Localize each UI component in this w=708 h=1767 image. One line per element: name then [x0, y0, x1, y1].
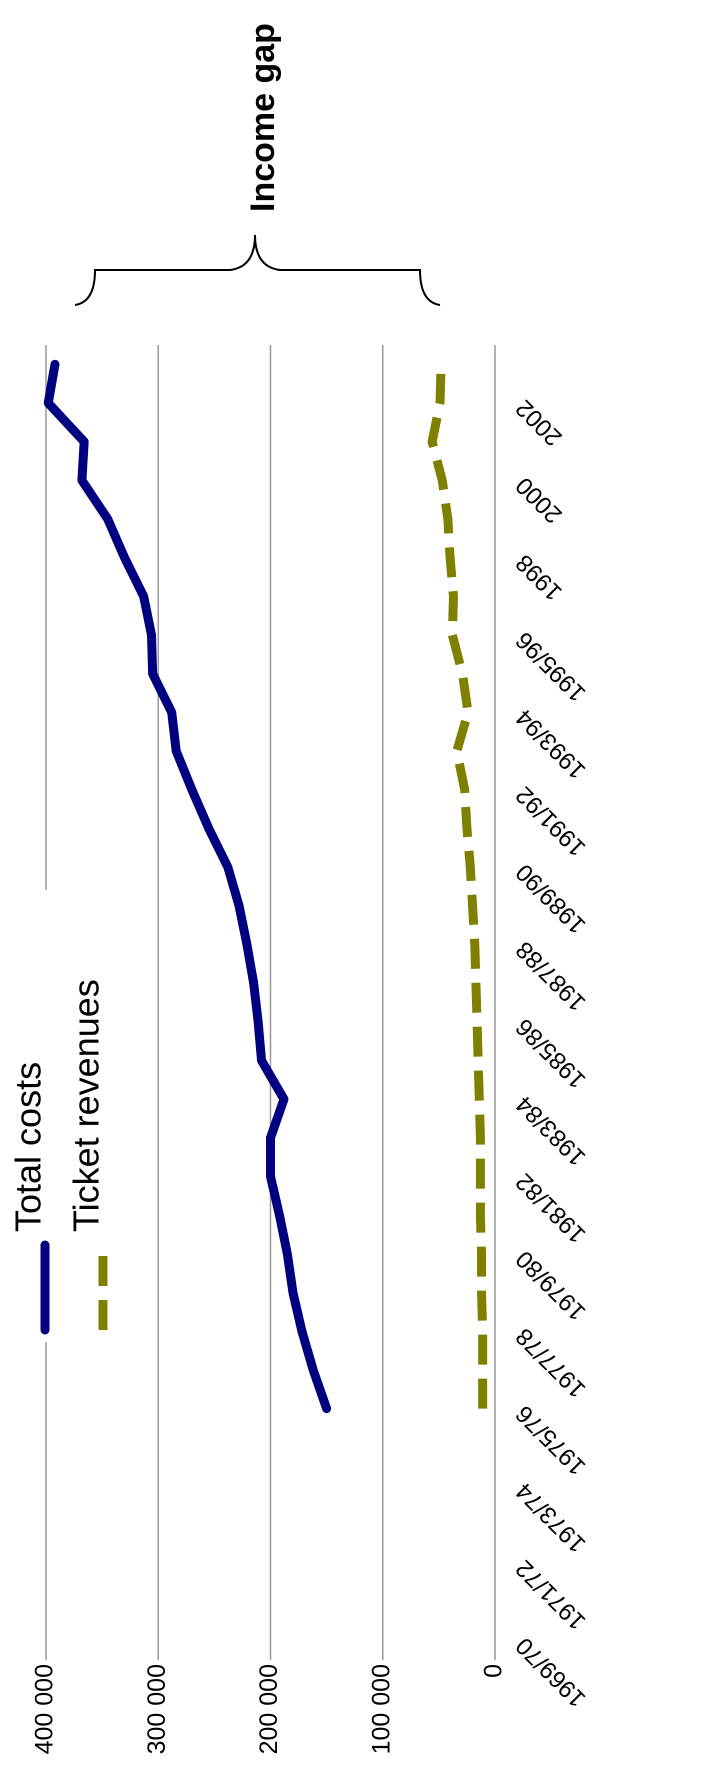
- y-tick-label: 200 000: [255, 1664, 283, 1754]
- x-tick-label: 1995/96: [511, 626, 591, 706]
- x-tick-label: 2002: [511, 394, 568, 451]
- x-tick-label: 1983/84: [511, 1090, 591, 1170]
- x-tick-label: 1991/92: [511, 781, 591, 861]
- y-tick-label: 300 000: [143, 1664, 171, 1754]
- y-tick-label: 400 000: [31, 1664, 59, 1754]
- legend-box: [0, 890, 135, 1342]
- x-tick-label: 1985/86: [511, 1013, 591, 1093]
- x-tick-label: 1971/72: [511, 1555, 591, 1635]
- series-line: [43, 359, 332, 1414]
- x-tick-label: 2000: [511, 472, 568, 529]
- brace: [74, 234, 441, 306]
- x-tick-label: 1993/94: [511, 704, 591, 784]
- y-tick-label: 0: [480, 1664, 508, 1678]
- x-tick-label: 1979/80: [511, 1245, 591, 1325]
- legend-label: Ticket revenues: [66, 979, 107, 1232]
- legend-label: Total costs: [8, 1062, 49, 1232]
- y-tick-label: 100 000: [367, 1664, 395, 1754]
- x-tick-label: 1969/70: [511, 1632, 591, 1712]
- x-tick-label: 1998: [511, 549, 568, 606]
- annotation: Income gap: [244, 23, 282, 212]
- x-tick-label: 1989/90: [511, 858, 591, 938]
- x-tick-label: 1981/82: [511, 1168, 591, 1248]
- plot-frame: Income gap 0 100 000 200 000 300 000 400 000…: [0, 23, 591, 1754]
- x-tick-label: 1975/76: [511, 1400, 591, 1480]
- x-tick-label: 1973/74: [511, 1477, 591, 1557]
- x-tick-label: 1987/88: [511, 936, 591, 1016]
- x-tick-label: 1977/78: [511, 1323, 591, 1403]
- series-line: [427, 364, 488, 1409]
